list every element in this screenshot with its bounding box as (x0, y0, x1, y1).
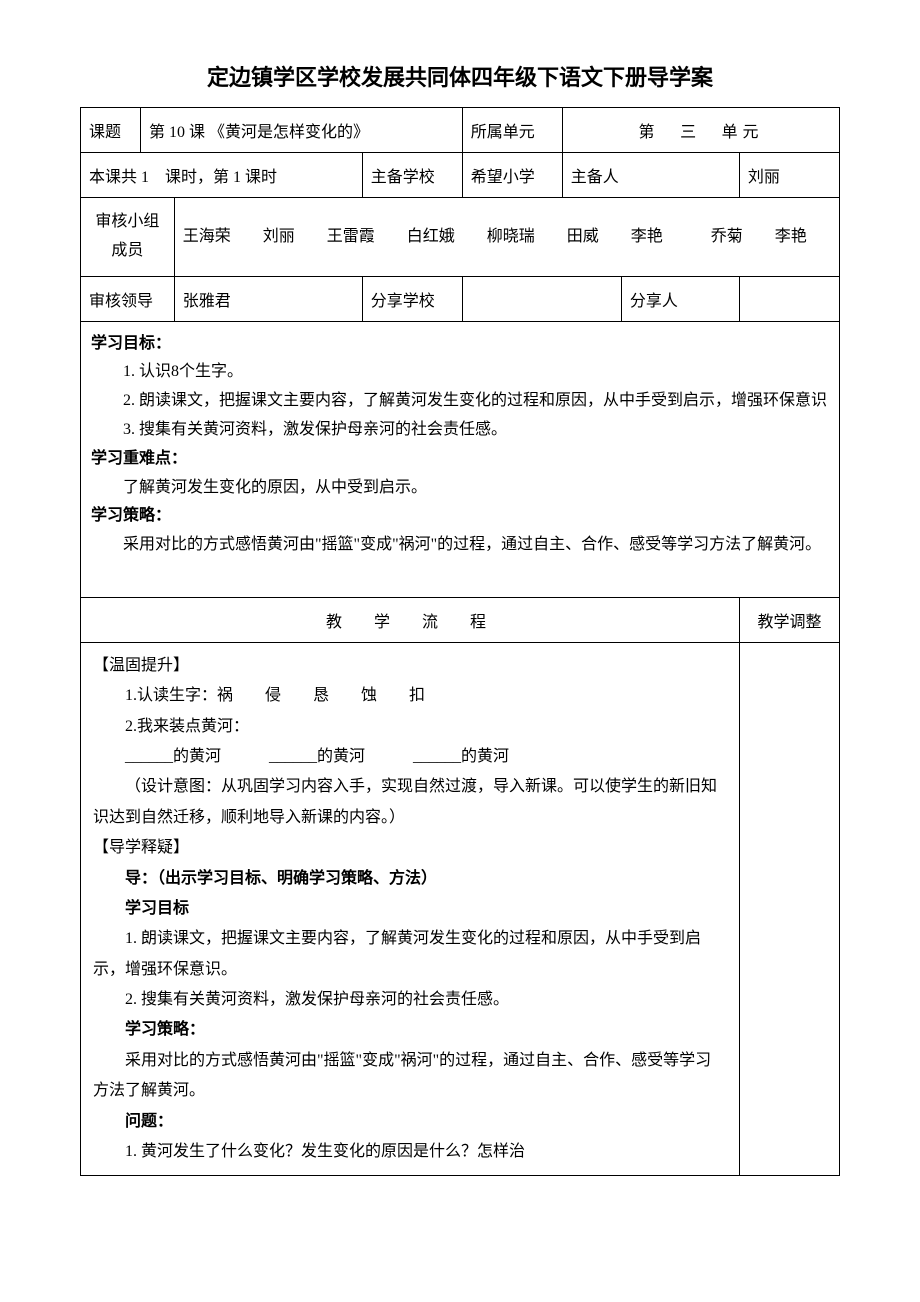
share-school-label: 分享学校 (362, 276, 462, 321)
header-row-2: 本课共 1 课时，第 1 课时 主备学校 希望小学 主备人 刘丽 (81, 153, 840, 198)
flow-strategy-content: 采用对比的方式感悟黄河由"摇篮"变成"祸河"的过程，通过自主、合作、感受等学习方… (93, 1046, 727, 1107)
unit-value: 第 三 单元 (562, 108, 839, 153)
warmup-blanks: ______的黄河 ______的黄河 ______的黄河 (93, 742, 727, 772)
guide-intro: 导：（出示学习目标、明确学习策略、方法） (93, 864, 727, 894)
share-person-label: 分享人 (621, 276, 739, 321)
warmup-note: （设计意图：从巩固学习内容入手，实现自然过渡，导入新课。可以使学生的新旧知识达到… (93, 772, 727, 833)
flow-header-right: 教学调整 (740, 597, 840, 642)
share-person-value (740, 276, 840, 321)
flow-question-title: 问题： (93, 1107, 727, 1137)
warmup-1: 1.认读生字：祸 侵 恳 蚀 扣 (93, 681, 727, 711)
flow-obj-title: 学习目标 (93, 894, 727, 924)
flow-header-left: 教 学 流 程 (81, 597, 740, 642)
guide-title: 【导学释疑】 (93, 833, 727, 863)
main-school-value: 希望小学 (462, 153, 562, 198)
review-group-label: 审核小组成员 (81, 198, 175, 277)
review-leader-label: 审核领导 (81, 276, 175, 321)
warmup-title: 【温固提升】 (93, 651, 727, 681)
lesson-plan-table: 课题 第 10 课 《黄河是怎样变化的》 所属单元 第 三 单元 本课共 1 课… (80, 107, 840, 1176)
warmup-2: 2.我来装点黄河： (93, 712, 727, 742)
objectives-section: 学习目标： 1. 认识8个生字。 2. 朗读课文，把握课文主要内容，了解黄河发生… (81, 321, 840, 597)
flow-content-row: 【温固提升】 1.认读生字：祸 侵 恳 蚀 扣 2.我来装点黄河： ______… (81, 642, 840, 1176)
flow-obj-2: 2. 搜集有关黄河资料，激发保护母亲河的社会责任感。 (93, 985, 727, 1015)
review-leader-value: 张雅君 (174, 276, 362, 321)
strategy-content: 采用对比的方式感悟黄河由"摇篮"变成"祸河"的过程，通过自主、合作、感受等学习方… (91, 531, 829, 560)
objective-1: 1. 认识8个生字。 (91, 358, 829, 387)
flow-adjust-column (740, 642, 840, 1176)
strategy-title: 学习策略： (91, 502, 829, 531)
topic-value: 第 10 课 《黄河是怎样变化的》 (141, 108, 463, 153)
flow-obj-1: 1. 朗读课文，把握课文主要内容，了解黄河发生变化的过程和原因，从中手受到启示，… (93, 924, 727, 985)
share-school-value (462, 276, 621, 321)
header-row-4: 审核领导 张雅君 分享学校 分享人 (81, 276, 840, 321)
flow-header-row: 教 学 流 程 教学调整 (81, 597, 840, 642)
topic-label: 课题 (81, 108, 141, 153)
keypoints-title: 学习重难点： (91, 445, 829, 474)
flow-content-main: 【温固提升】 1.认读生字：祸 侵 恳 蚀 扣 2.我来装点黄河： ______… (81, 642, 740, 1176)
objective-2: 2. 朗读课文，把握课文主要内容，了解黄河发生变化的过程和原因，从中手受到启示，… (91, 387, 829, 416)
header-row-1: 课题 第 10 课 《黄河是怎样变化的》 所属单元 第 三 单元 (81, 108, 840, 153)
objectives-row: 学习目标： 1. 认识8个生字。 2. 朗读课文，把握课文主要内容，了解黄河发生… (81, 321, 840, 597)
review-group-value: 王海荣 刘丽 王雷霞 白红娥 柳晓瑞 田威 李艳 乔菊 李艳 (174, 198, 839, 277)
unit-label: 所属单元 (462, 108, 562, 153)
main-school-label: 主备学校 (362, 153, 462, 198)
flow-strategy-title: 学习策略： (93, 1015, 727, 1045)
lesson-info: 本课共 1 课时，第 1 课时 (81, 153, 363, 198)
main-person-value: 刘丽 (739, 153, 839, 198)
objective-3: 3. 搜集有关黄河资料，激发保护母亲河的社会责任感。 (91, 416, 829, 445)
header-row-3: 审核小组成员 王海荣 刘丽 王雷霞 白红娥 柳晓瑞 田威 李艳 乔菊 李艳 (81, 198, 840, 277)
keypoints-content: 了解黄河发生变化的原因，从中受到启示。 (91, 474, 829, 503)
objectives-title: 学习目标： (91, 330, 829, 359)
main-person-label: 主备人 (562, 153, 739, 198)
document-title: 定边镇学区学校发展共同体四年级下语文下册导学案 (80, 60, 840, 92)
flow-question-1: 1. 黄河发生了什么变化？发生变化的原因是什么？怎样治 (93, 1137, 727, 1167)
